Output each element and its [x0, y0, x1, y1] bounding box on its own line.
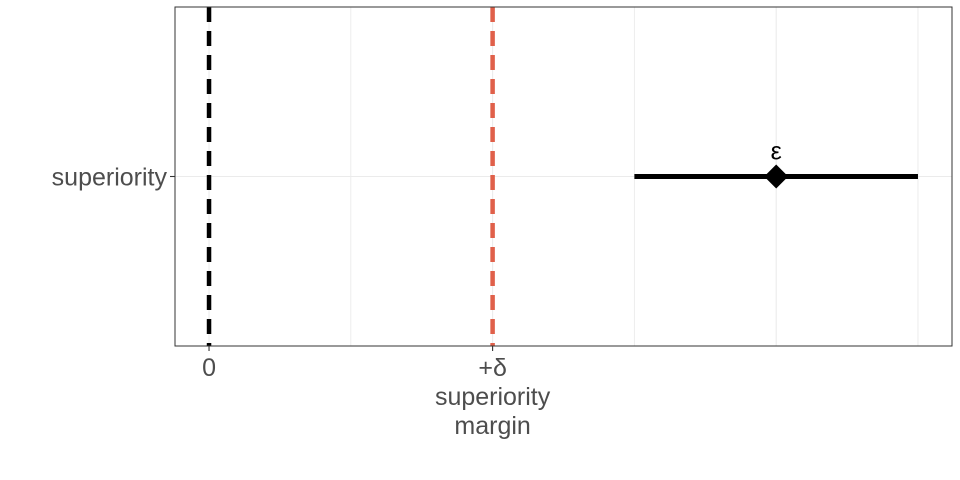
intervals: ε — [634, 138, 918, 189]
point-estimate-label: ε — [771, 138, 782, 166]
y-tick-label: superiority — [52, 164, 168, 192]
point-estimate-diamond — [764, 164, 789, 189]
x-tick-label: 0 — [202, 354, 216, 382]
x-tick-label-line: +δ — [478, 354, 507, 382]
x-tick-label-line: 0 — [202, 354, 216, 382]
x-tick-label-line: margin — [454, 412, 530, 440]
x-tick-label: +δ superiority margin — [435, 354, 551, 440]
x-tick-label-line: superiority — [435, 383, 551, 411]
reference-lines — [206, 7, 495, 346]
